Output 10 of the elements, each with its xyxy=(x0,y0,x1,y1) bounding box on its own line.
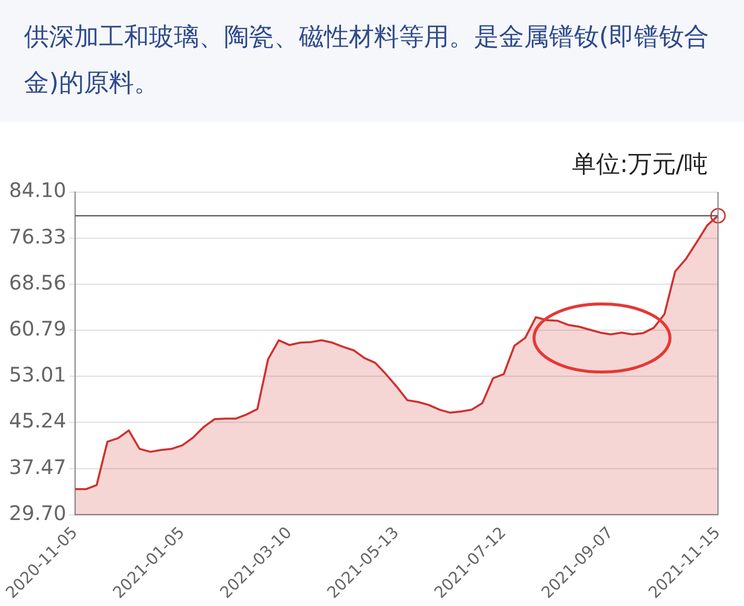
y-tick-label: 37.47 xyxy=(8,454,66,479)
chart-title: 供深加工和玻璃、陶瓷、磁性材料等用。是金属镨钕(即镨钕合金)的原料。 xyxy=(24,21,710,99)
y-tick-label: 60.79 xyxy=(8,316,66,340)
y-tick-label: 76.33 xyxy=(8,224,66,248)
y-tick-label: 68.56 xyxy=(8,270,66,294)
y-tick-label: 45.24 xyxy=(8,408,66,433)
y-tick-label: 84.10 xyxy=(8,178,66,202)
y-axis-title: 单位:万元/吨 xyxy=(572,150,708,178)
y-tick-label: 53.01 xyxy=(8,362,66,387)
y-tick-label: 29.70 xyxy=(8,500,66,525)
